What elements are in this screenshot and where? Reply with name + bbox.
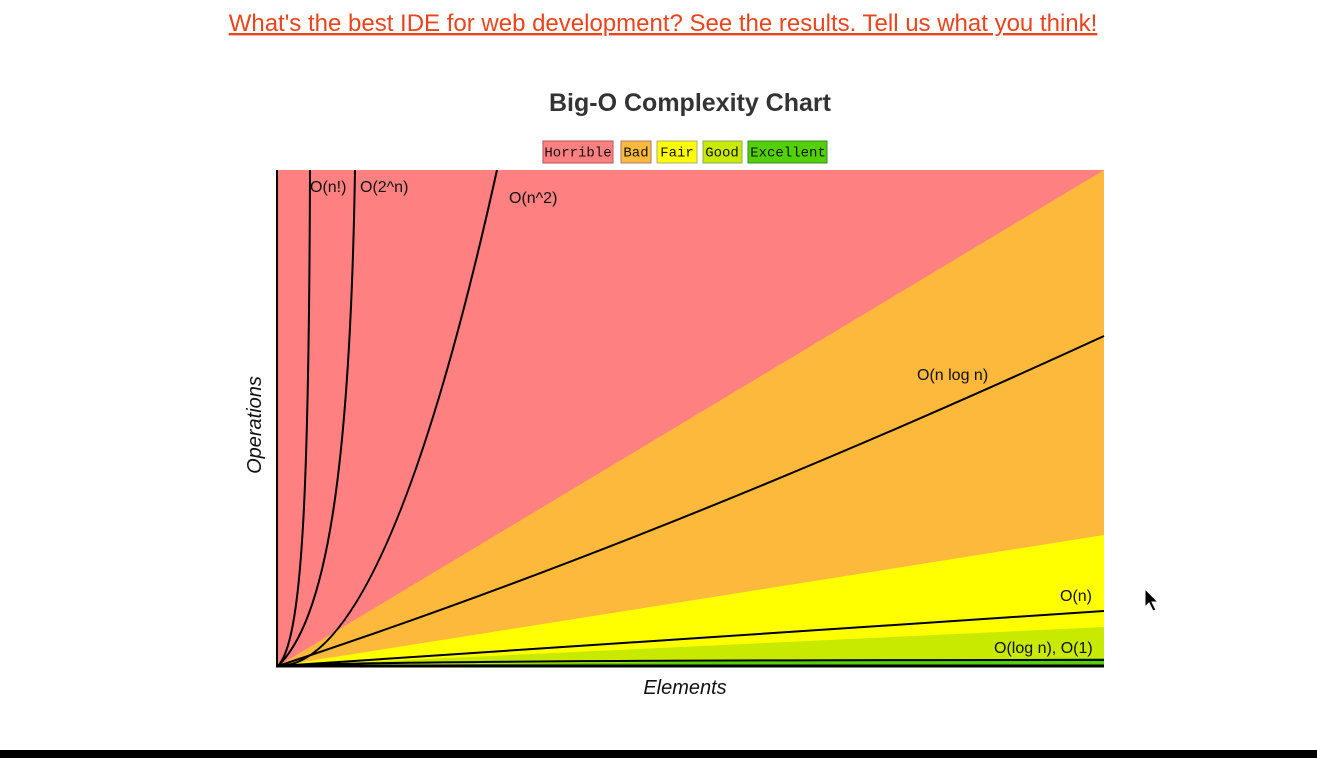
legend-label: Excellent bbox=[750, 146, 826, 162]
legend: Horrible Bad Fair Good Excellent bbox=[542, 140, 828, 164]
curve-label: O(2^n) bbox=[360, 179, 408, 196]
curve-label: O(n!) bbox=[310, 179, 346, 196]
legend-label: Fair bbox=[660, 146, 694, 162]
legend-swatch bbox=[702, 140, 743, 164]
legend-swatch bbox=[747, 140, 828, 164]
chart-title: Big-O Complexity Chart bbox=[549, 89, 832, 117]
curve-label: O(n log n) bbox=[917, 367, 988, 384]
legend-label: Horrible bbox=[544, 146, 611, 162]
y-axis-label: Operations bbox=[244, 376, 266, 474]
region-good bbox=[278, 627, 1104, 666]
curve-nlogn bbox=[277, 335, 1105, 667]
legend-label: Bad bbox=[623, 146, 648, 162]
mouse-cursor bbox=[1144, 587, 1160, 612]
region-bad bbox=[278, 170, 1104, 666]
plot-area: O(n!) O(2^n) O(n^2) O(n log n) O(n) O(lo… bbox=[276, 169, 1105, 668]
survey-link[interactable]: What's the best IDE for web development?… bbox=[229, 10, 1098, 37]
curve-label: O(n) bbox=[1060, 588, 1092, 605]
curve-factorial bbox=[277, 169, 311, 667]
curve-label: O(n^2) bbox=[509, 190, 557, 207]
legend-label: Good bbox=[705, 146, 739, 162]
region-fair bbox=[278, 535, 1104, 666]
survey-link-text[interactable]: What's the best IDE for web development?… bbox=[229, 10, 1098, 37]
legend-swatch bbox=[656, 140, 698, 164]
curve-label: O(log n), O(1) bbox=[994, 640, 1093, 657]
legend-swatch bbox=[620, 140, 652, 164]
legend-swatch bbox=[542, 140, 614, 164]
bottom-bar bbox=[0, 750, 1317, 758]
x-axis-label: Elements bbox=[643, 677, 726, 699]
curve-exponential bbox=[277, 169, 356, 667]
curve-log bbox=[277, 659, 1105, 667]
curve-linear bbox=[277, 610, 1105, 667]
